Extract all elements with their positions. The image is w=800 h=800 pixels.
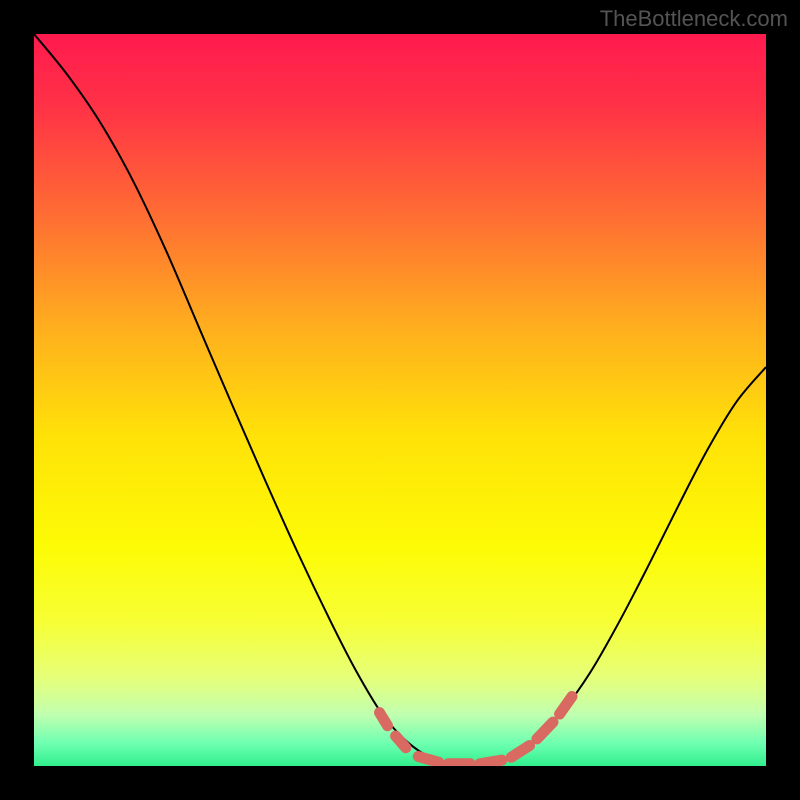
- curve-layer: [34, 34, 766, 766]
- valley-marker-dashes: [380, 696, 573, 763]
- bottleneck-curve: [34, 34, 766, 765]
- watermark-text: TheBottleneck.com: [600, 6, 788, 32]
- chart-area: [34, 34, 766, 766]
